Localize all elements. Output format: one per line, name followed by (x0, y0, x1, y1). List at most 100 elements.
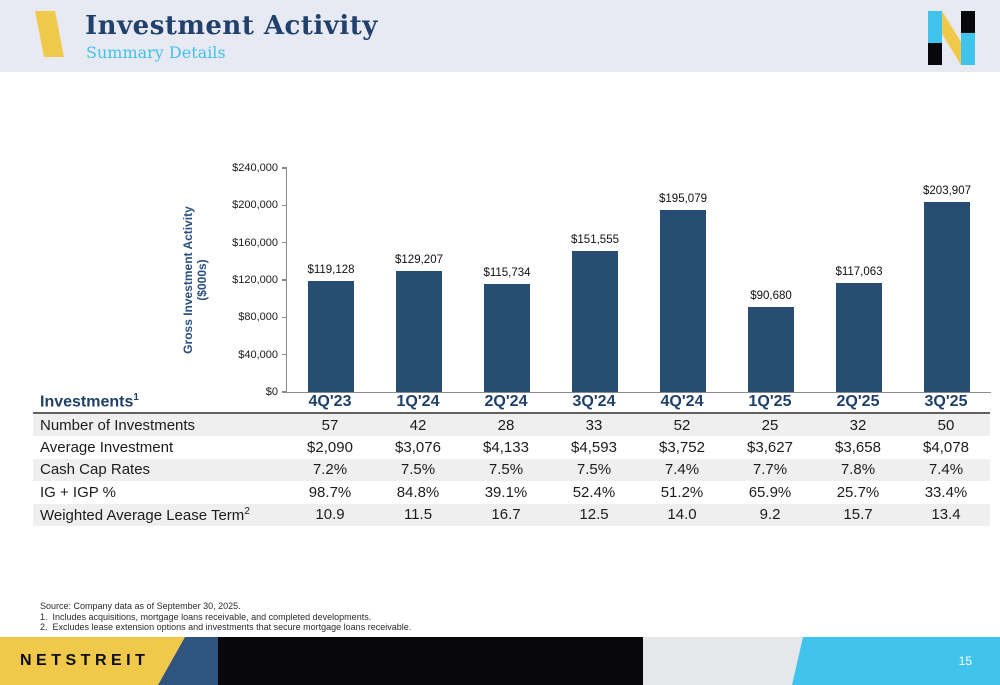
table-cell: 32 (849, 416, 867, 434)
table-cell: $3,658 (835, 439, 881, 457)
footer-cyan-shape (792, 637, 1000, 685)
table-row: Cash Cap Rates 7.2% 7.5% 7.5% 7.5% 7.4% 7.7% 7.… (33, 458, 990, 482)
y-axis-tick: $120,000 (232, 274, 287, 286)
table-cell: 10.9 (315, 506, 345, 524)
footer-yellow-shape (0, 637, 185, 685)
bar-4Q'23 (308, 280, 354, 392)
bar-value-label: $151,555 (571, 233, 619, 246)
table-cell: 33 (585, 416, 603, 434)
y-axis-tick-mark (282, 204, 287, 207)
footnote-source: Source: Company data as of September 30,… (40, 601, 241, 611)
table-cell: $3,076 (395, 439, 441, 457)
table-header-row: Investments1 4Q'23 1Q'24 2Q'24 3Q'24 4Q'24 1Q… (33, 392, 990, 414)
table-cell: 33.4% (924, 483, 968, 501)
y-axis-tick-label: $200,000 (232, 199, 278, 212)
bar-slot-1Q'25: $90,680 (727, 168, 815, 392)
table-cell: 98.7% (308, 483, 352, 501)
row-label: Weighted Average Lease Term2 (40, 505, 250, 524)
column-header-2Q'25: 2Q'25 (836, 393, 880, 410)
y-axis-tick-mark (282, 316, 287, 319)
table-row: IG + IGP % 98.7% 84.8% 39.1% 52.4% 51.2% 65.9%… (33, 481, 990, 503)
netstreit-n-logo-icon (928, 11, 975, 65)
column-header-1Q'24: 1Q'24 (396, 393, 440, 410)
table-cell: $2,090 (307, 439, 353, 457)
table-cell: $3,627 (747, 439, 793, 457)
y-axis-title-line2: ($000s) (195, 259, 209, 301)
y-axis-tick-label: $240,000 (232, 162, 278, 174)
table-cell: 9.2 (759, 506, 781, 524)
table-cell: 12.5 (579, 506, 609, 524)
table-cell: 28 (497, 416, 515, 434)
table-cell: $4,133 (483, 439, 529, 457)
table-row: Average Investment $2,090 $3,076 $4,133 $4,5… (33, 436, 990, 458)
table-cell: 84.8% (396, 483, 440, 501)
bar-slot-1Q'24: $129,207 (375, 168, 463, 392)
table-cell: 16.7 (491, 506, 521, 524)
table-cell: 15.7 (843, 506, 873, 524)
bar-slot-4Q'23: $119,128 (287, 168, 375, 392)
table-cell: 57 (321, 416, 339, 434)
table-cell: 25.7% (836, 483, 880, 501)
bar-3Q'24 (572, 250, 618, 392)
table-column-headers: 4Q'23 1Q'24 2Q'24 3Q'24 4Q'24 1Q'25 2Q'25 3Q'25 (286, 393, 990, 411)
bar-slot-4Q'24: $195,079 (639, 168, 727, 392)
bar-value-label: $90,680 (750, 290, 792, 303)
table-cell: $3,752 (659, 439, 705, 457)
table-cell: 42 (409, 416, 427, 434)
table-row: Weighted Average Lease Term2 10.9 11.5 16.7… (33, 503, 990, 526)
y-axis-tick-label: $40,000 (238, 348, 278, 361)
bar-1Q'24 (396, 271, 442, 392)
y-axis-tick-label: $0 (265, 386, 278, 398)
table-cell: 7.8% (840, 461, 876, 479)
footnotes: Source: Company data as of September 30,… (40, 601, 411, 633)
table-cell: 14.0 (667, 506, 697, 524)
bar-2Q'24 (484, 283, 530, 392)
bar-slot-2Q'24: $115,734 (463, 168, 551, 392)
row-label: Cash Cap Rates (40, 461, 151, 479)
column-header-4Q'23: 4Q'23 (308, 393, 352, 410)
table-title: Investments1 (33, 392, 286, 411)
bar-slot-2Q'25: $117,063 (815, 168, 903, 392)
y-axis-tick: $160,000 (232, 237, 287, 249)
y-axis-tick-mark (282, 167, 287, 169)
brand-wordmark: NETSTREIT (20, 652, 150, 669)
bar-1Q'25 (748, 307, 794, 392)
bar-value-label: $115,734 (483, 266, 531, 279)
page-subtitle: Summary Details (86, 43, 226, 62)
table-cell: 7.4% (928, 461, 964, 479)
y-axis-tick-mark (282, 353, 287, 356)
bar-slot-3Q'24: $151,555 (551, 168, 639, 392)
y-axis-tick: $80,000 (238, 311, 287, 323)
row-label: Number of Investments (40, 416, 196, 434)
footnote-2: 2. Excludes lease extension options and … (40, 622, 412, 632)
table-cell: 7.2% (312, 461, 348, 479)
bar-3Q'25 (924, 201, 970, 392)
footnote-1: 1. Includes acquisitions, mortgage loans… (40, 611, 372, 622)
column-header-3Q'24: 3Q'24 (572, 393, 616, 410)
y-axis-tick-label: $120,000 (232, 274, 278, 286)
bar-4Q'24 (660, 209, 706, 392)
row-footnote-ref: 2 (244, 505, 250, 517)
footer-band: NETSTREIT 15 (0, 637, 1000, 685)
table-cell: 52.4% (572, 483, 616, 501)
y-axis-tick: $200,000 (232, 199, 287, 211)
table-cell: $4,078 (923, 439, 969, 457)
table-cell: 65.9% (748, 483, 792, 501)
y-axis-tick: $0 (266, 386, 287, 398)
table-cell: 52 (673, 416, 691, 434)
y-axis-title-line1: Gross Investment Activity (181, 206, 195, 354)
row-label: IG + IGP % (40, 483, 117, 501)
column-header-2Q'24: 2Q'24 (484, 393, 528, 410)
table-cell: 7.5% (400, 461, 436, 479)
table-cell: 25 (761, 416, 779, 434)
bar-value-label: $129,207 (395, 254, 443, 267)
footer-black-shape (218, 637, 643, 685)
investments-table: Investments1 4Q'23 1Q'24 2Q'24 3Q'24 4Q'24 1Q… (33, 392, 990, 526)
header-band: Investment Activity Summary Details (0, 0, 1000, 72)
y-axis-tick: $240,000 (232, 162, 287, 174)
table-cell: 7.5% (488, 461, 524, 479)
y-axis-title: Gross Investment Activity ($000s) (173, 195, 217, 365)
y-axis-tick-mark (282, 391, 287, 393)
column-header-1Q'25: 1Q'25 (748, 393, 792, 410)
